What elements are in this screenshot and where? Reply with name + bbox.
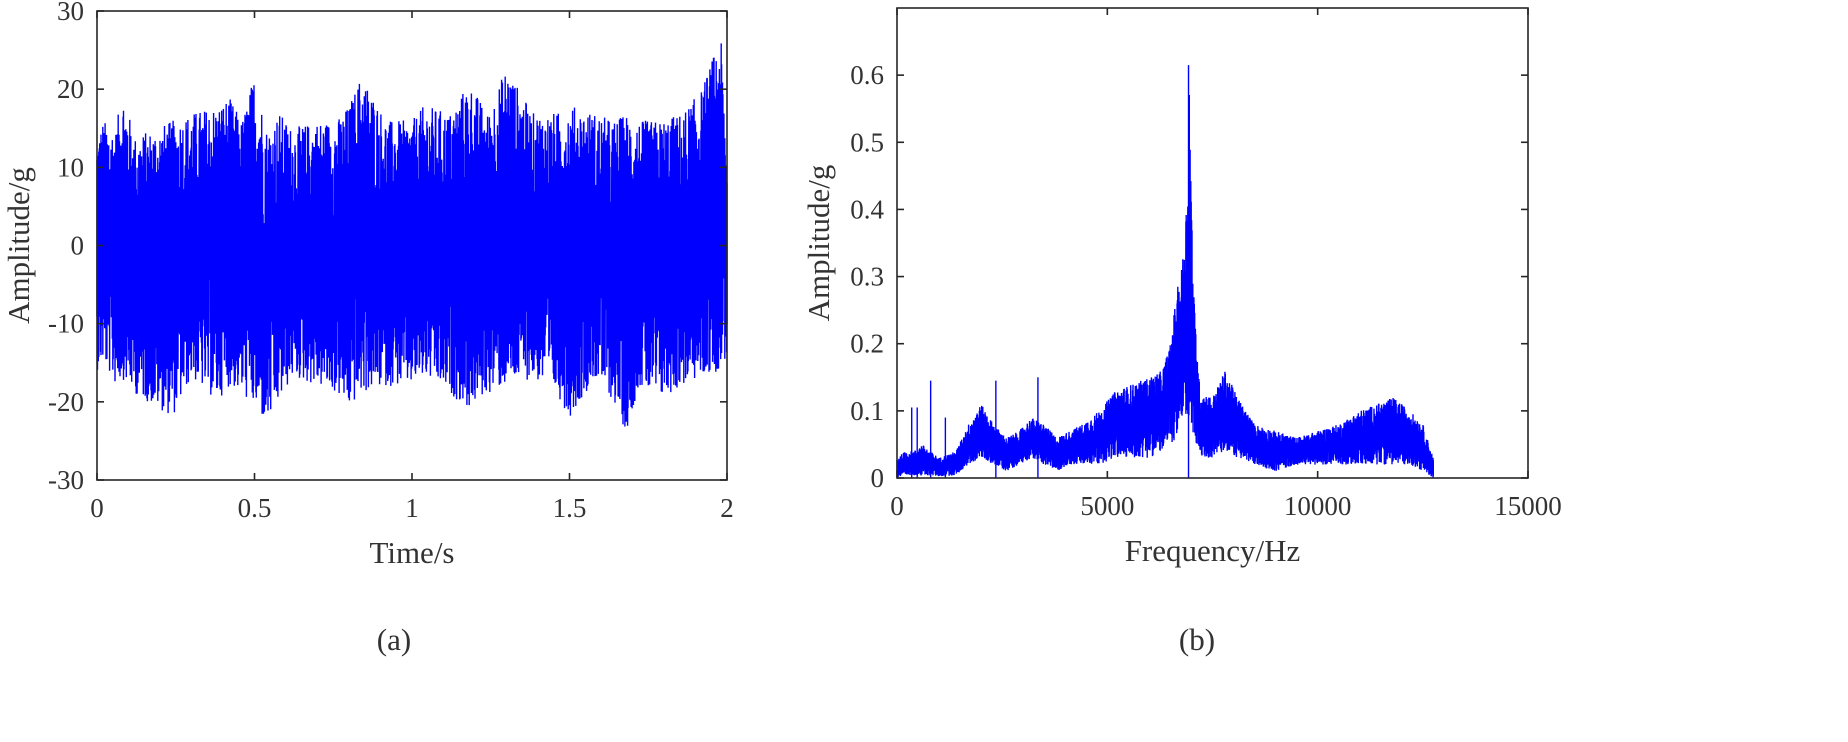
y-tick-label: 20 xyxy=(57,74,84,104)
panel-a-time-domain: 0 0.5 1 1.5 2 -30 -20 -10 0 10 20 30 Time/s Amplitude… xyxy=(1,0,734,657)
x-tick-label: 1.5 xyxy=(553,493,587,523)
y-tick-label: -10 xyxy=(48,309,84,339)
y-tick-label: -20 xyxy=(48,387,84,417)
y-tick-label: 0.2 xyxy=(850,329,884,359)
panel-caption-label: (a) xyxy=(377,622,411,657)
y-tick-label: 0.3 xyxy=(850,262,884,292)
x-tick-label: 0 xyxy=(890,491,904,521)
y-tick-label: 0 xyxy=(71,231,85,261)
x-tick-label: 0.5 xyxy=(238,493,272,523)
panel-b-frequency-spectrum: 0 5000 10000 15000 0 0.1 0.2 0.3 0.4 0.5 0.6 Freque… xyxy=(801,7,1562,657)
y-tick-label: 0.1 xyxy=(850,396,884,426)
y-tick-label: 0 xyxy=(871,463,885,493)
panel-caption-label: (b) xyxy=(1179,622,1215,657)
y-tick-label: 0.4 xyxy=(850,194,884,224)
x-axis-label: Time/s xyxy=(369,535,454,570)
y-tick-label: -30 xyxy=(48,465,84,495)
x-tick-label: 15000 xyxy=(1494,491,1562,521)
signal-trace xyxy=(96,43,728,427)
x-tick-label: 10000 xyxy=(1284,491,1352,521)
y-tick-label: 30 xyxy=(57,0,84,26)
x-tick-label: 2 xyxy=(720,493,734,523)
signal-trace xyxy=(896,94,1434,478)
plot-frame xyxy=(896,7,1529,479)
y-tick-label: 0.5 xyxy=(850,127,884,157)
x-tick-label: 1 xyxy=(405,493,419,523)
y-axis-label: Amplitude/g xyxy=(801,165,836,322)
x-tick-label: 5000 xyxy=(1080,491,1134,521)
y-tick-label: 0.6 xyxy=(850,60,884,90)
x-axis-label: Frequency/Hz xyxy=(1125,533,1301,568)
y-axis-label: Amplitude/g xyxy=(1,167,36,324)
x-tick-label: 0 xyxy=(90,493,104,523)
y-tick-label: 10 xyxy=(57,152,84,182)
